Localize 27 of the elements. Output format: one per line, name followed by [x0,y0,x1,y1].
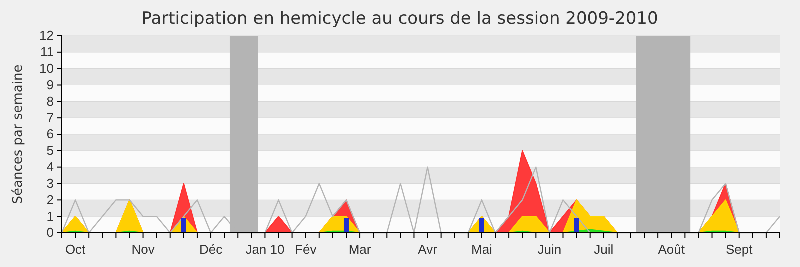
x-tick-label: Mai [471,242,493,257]
x-tick-label: Juin [538,242,562,257]
x-tick-label: Déc [199,242,224,257]
y-tick-label: 8 [46,94,54,109]
y-tick-label: 3 [46,176,54,191]
y-tick-label: 5 [46,143,54,158]
y-tick-label: 12 [40,28,54,44]
x-tick-label: Nov [132,242,156,257]
x-tick-label: Août [658,242,686,257]
y-tick-label: 2 [46,192,54,208]
y-tick-label: 10 [40,60,54,76]
y-tick-label: 1 [46,208,54,224]
y-tick-label: 11 [40,44,54,60]
x-tick-label: Mar [348,242,372,257]
x-tick-label: Fév [295,242,318,257]
x-tick-label: Oct [65,242,86,257]
y-tick-label: 0 [46,225,54,240]
x-tick-label: Avr [418,242,438,257]
x-tick-label: Sept [726,242,754,257]
y-tick-label: 7 [46,110,54,126]
x-tick-label: Juil [594,242,614,257]
y-tick-label: 4 [46,159,54,174]
y-tick-label: 9 [46,77,54,92]
y-tick-label: 6 [46,126,54,142]
y-axis-title: Séances par semaine [11,64,26,204]
x-tick-label: Jan 10 [246,242,285,257]
chart-title: Participation en hemicycle au cours de la session 2009-2010 [142,9,658,29]
